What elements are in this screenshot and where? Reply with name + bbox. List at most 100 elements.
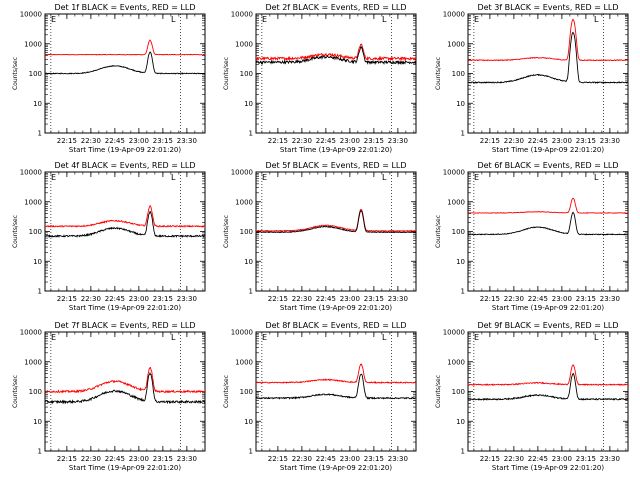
y-tick-label: 10 [456, 100, 465, 108]
x-tick-label: 22:15 [480, 137, 500, 145]
x-tick-label: 22:45 [316, 455, 336, 463]
flag-left-label: E [262, 333, 267, 342]
panel-title: Det 5f BLACK = Events, RED = LLD [265, 161, 406, 170]
plot-frame [467, 331, 629, 452]
y-tick-label: 1 [249, 448, 253, 456]
flag-left-label: E [51, 15, 56, 24]
panel-det-5: Det 5f BLACK = Events, RED = LLD E L 1 10 100… [223, 161, 417, 312]
panel-title: Det 1f BLACK = Events, RED = LLD [54, 3, 195, 12]
x-axis-label: Start Time (19-Apr-09 22:01:20) [69, 464, 181, 472]
x-tick-label: 22:15 [480, 295, 500, 303]
flag-left-label: E [474, 333, 479, 342]
y-tick-label: 10 [33, 100, 42, 108]
x-tick-label: 23:15 [576, 137, 596, 145]
x-tick-label: 22:15 [57, 455, 77, 463]
flag-left-label: E [262, 15, 267, 24]
x-tick-label: 23:15 [153, 137, 173, 145]
y-tick-label: 10 [33, 258, 42, 266]
panel-title: Det 3f BLACK = Events, RED = LLD [477, 3, 618, 12]
y-tick-label: 100 [452, 228, 465, 236]
y-axis-label: Counts/sec [12, 215, 19, 248]
x-tick-label: 22:45 [105, 137, 125, 145]
x-tick-label: 23:15 [576, 455, 596, 463]
flag-right-label: L [594, 173, 599, 182]
lld-series-line [45, 39, 205, 56]
events-series-line [45, 51, 205, 75]
y-tick-label: 10 [244, 258, 253, 266]
x-tick-label: 23:30 [177, 137, 197, 145]
y-tick-label: 1000 [24, 358, 42, 366]
x-tick-label: 23:00 [129, 455, 149, 463]
x-tick-label: 23:00 [552, 295, 572, 303]
flag-right-label: L [382, 333, 387, 342]
y-tick-label: 10 [456, 258, 465, 266]
x-tick-label: 23:30 [600, 295, 620, 303]
x-tick-label: 23:30 [388, 295, 408, 303]
x-tick-label: 22:30 [504, 295, 524, 303]
x-tick-label: 22:45 [316, 137, 336, 145]
x-tick-label: 22:45 [528, 137, 548, 145]
events-series-line [468, 31, 628, 84]
plot-frame [44, 171, 206, 292]
y-tick-label: 10 [33, 418, 42, 426]
panel-title: Det 6f BLACK = Events, RED = LLD [477, 161, 618, 170]
x-tick-label: 23:00 [340, 295, 360, 303]
y-tick-label: 10000 [20, 11, 42, 19]
panel-det-3: Det 3f BLACK = Events, RED = LLD E L 1 10 100… [435, 3, 629, 154]
lld-series-line [468, 364, 628, 387]
x-axis-label: Start Time (19-Apr-09 22:01:20) [280, 304, 392, 312]
flag-left-label: E [51, 173, 56, 182]
events-series-line [468, 211, 628, 236]
x-tick-label: 23:00 [552, 455, 572, 463]
x-tick-label: 23:30 [388, 137, 408, 145]
panel-det-7: Det 7f BLACK = Events, RED = LLD E L 1 10 100… [12, 321, 206, 472]
x-tick-label: 22:30 [504, 455, 524, 463]
x-tick-label: 22:30 [81, 455, 101, 463]
x-tick-label: 23:15 [364, 137, 384, 145]
x-tick-label: 23:30 [600, 137, 620, 145]
y-axis-label: Counts/sec [223, 57, 230, 90]
x-tick-label: 22:15 [268, 295, 288, 303]
y-tick-label: 1000 [235, 358, 253, 366]
plot-frame [467, 171, 629, 292]
y-tick-label: 100 [29, 228, 42, 236]
y-tick-label: 10 [244, 418, 253, 426]
y-tick-label: 10000 [443, 329, 465, 337]
events-series-line [256, 45, 416, 66]
flag-right-label: L [594, 15, 599, 24]
y-tick-label: 1 [38, 448, 42, 456]
y-tick-label: 1 [461, 130, 465, 138]
x-tick-label: 23:15 [364, 295, 384, 303]
y-tick-label: 1 [38, 130, 42, 138]
y-tick-label: 1 [249, 288, 253, 296]
x-axis-label: Start Time (19-Apr-09 22:01:20) [69, 304, 181, 312]
lld-series-line [256, 43, 416, 62]
x-axis-label: Start Time (19-Apr-09 22:01:20) [492, 464, 604, 472]
plot-frame [255, 13, 417, 134]
events-series-line [256, 373, 416, 400]
panel-det-9: Det 9f BLACK = Events, RED = LLD E L 1 10 100… [435, 321, 629, 472]
panel-title: Det 4f BLACK = Events, RED = LLD [54, 161, 195, 170]
y-tick-label: 100 [29, 70, 42, 78]
panel-det-6: Det 6f BLACK = Events, RED = LLD E L 1 10 100… [435, 161, 629, 312]
panel-title: Det 8f BLACK = Events, RED = LLD [265, 321, 406, 330]
y-tick-label: 10000 [20, 169, 42, 177]
x-tick-label: 22:45 [528, 455, 548, 463]
x-tick-label: 22:45 [528, 295, 548, 303]
y-tick-label: 1 [461, 288, 465, 296]
flag-right-label: L [594, 333, 599, 342]
events-series-line [256, 209, 416, 234]
plot-frame [255, 331, 417, 452]
flag-right-label: L [382, 15, 387, 24]
panel-det-8: Det 8f BLACK = Events, RED = LLD E L 1 10 100… [223, 321, 417, 472]
flag-right-label: L [171, 173, 176, 182]
x-axis-label: Start Time (19-Apr-09 22:01:20) [492, 304, 604, 312]
x-tick-label: 22:30 [81, 295, 101, 303]
flag-right-label: L [171, 333, 176, 342]
x-tick-label: 22:15 [268, 455, 288, 463]
y-axis-label: Counts/sec [12, 57, 19, 90]
plot-frame [467, 13, 629, 134]
events-series-line [45, 210, 205, 239]
y-tick-label: 1 [249, 130, 253, 138]
y-tick-label: 10000 [231, 329, 253, 337]
